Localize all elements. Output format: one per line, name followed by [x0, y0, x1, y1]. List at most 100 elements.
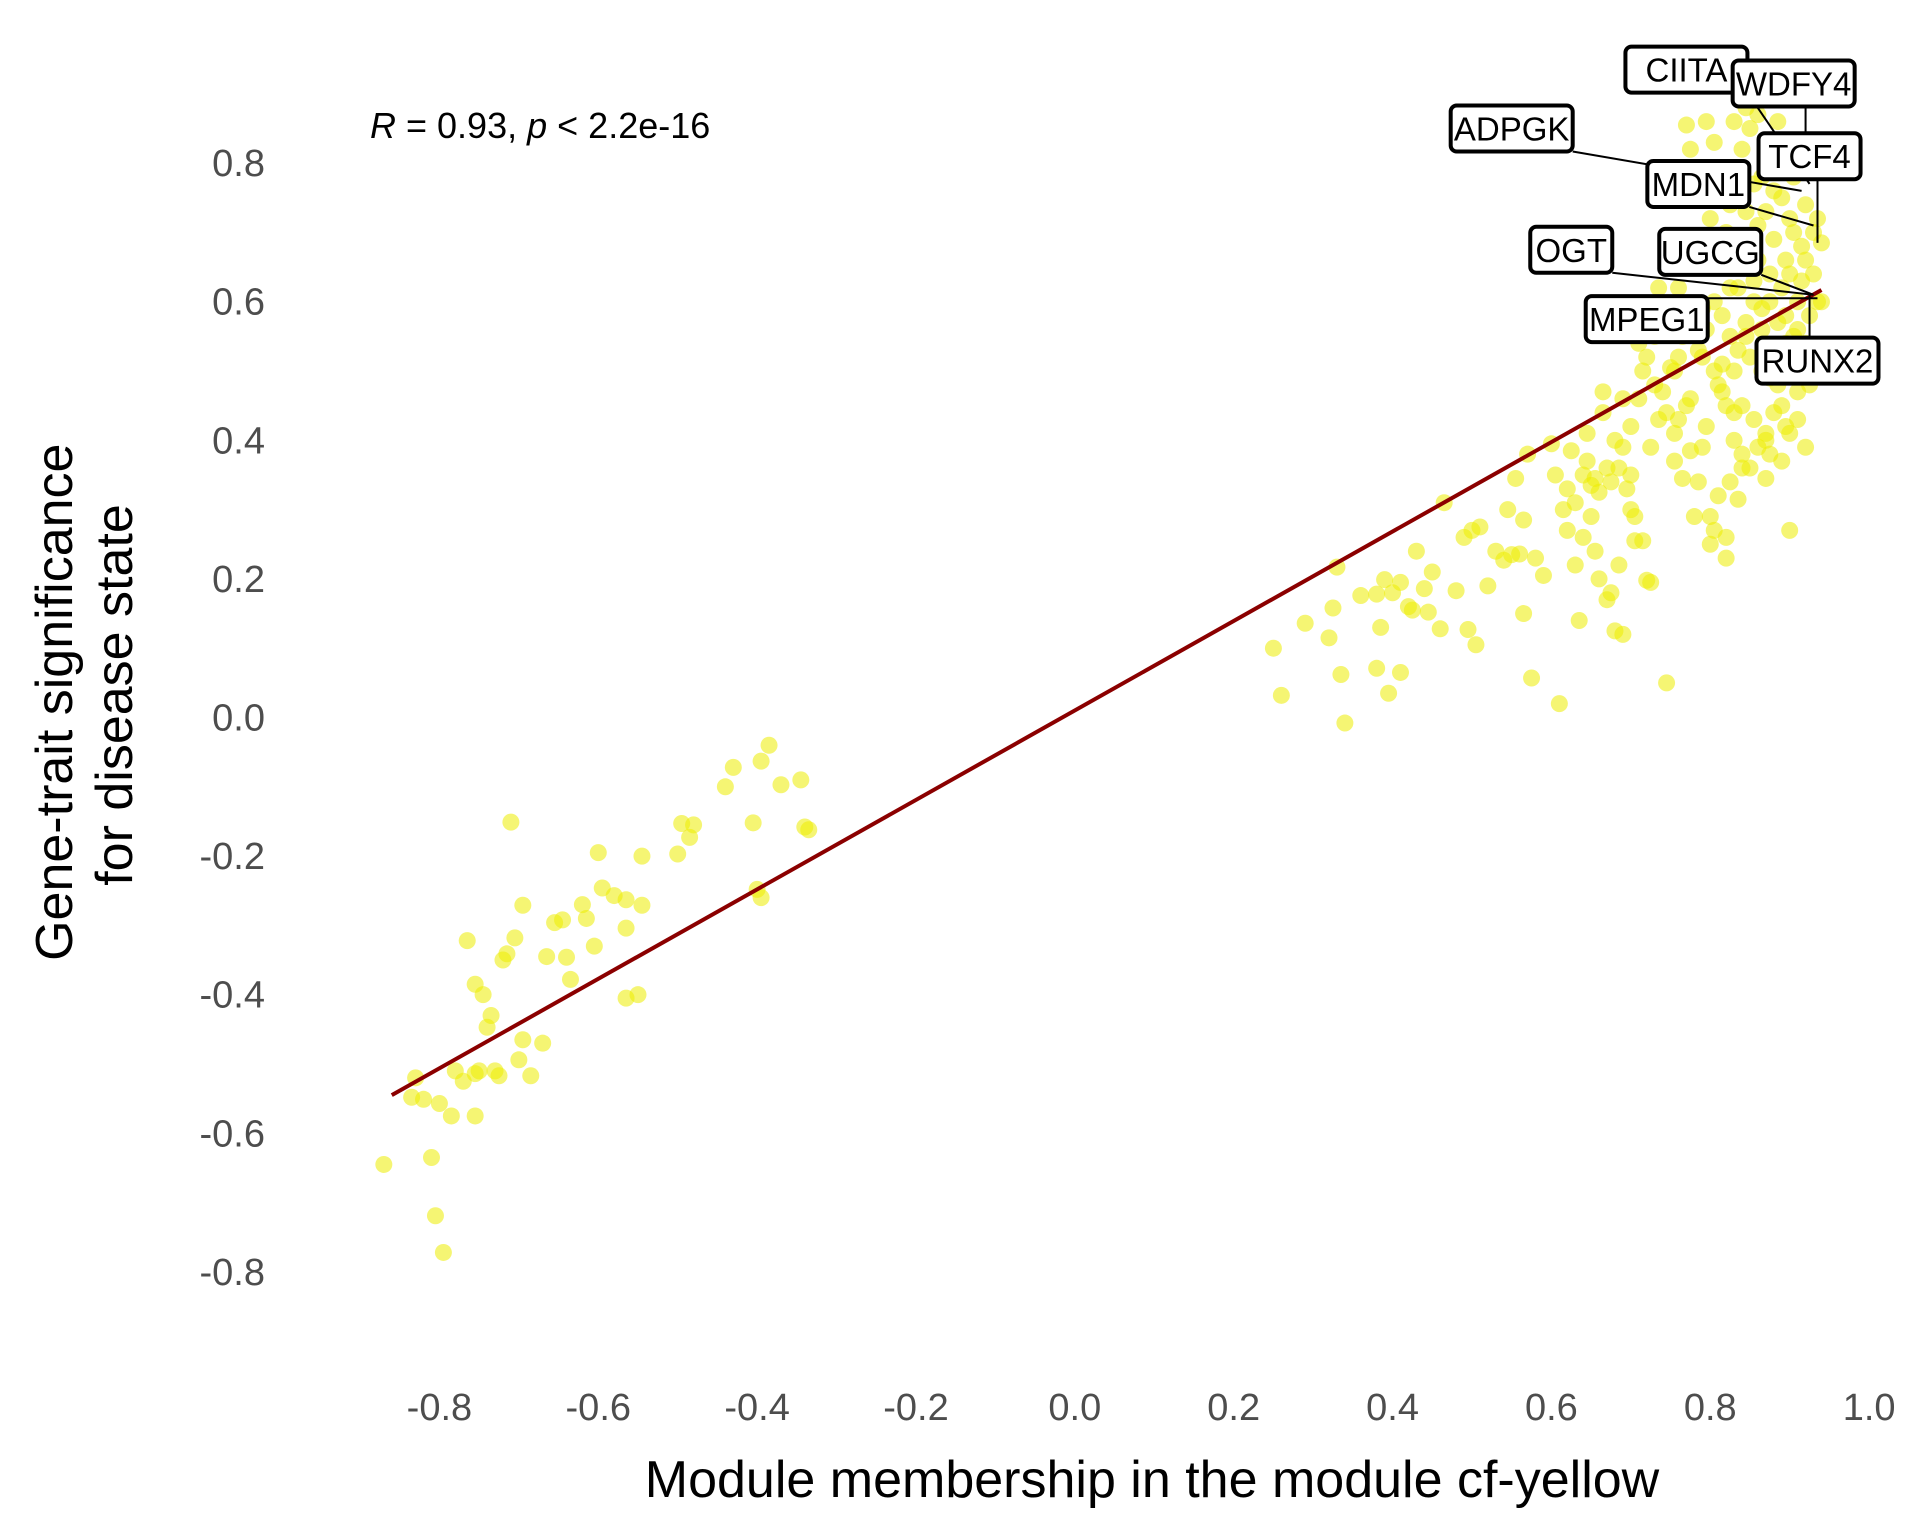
data-point-22 — [498, 945, 516, 963]
points-layer — [375, 99, 1830, 1261]
data-point-114 — [1574, 528, 1592, 546]
data-point-273 — [1669, 411, 1687, 429]
data-point-292 — [1717, 397, 1735, 415]
x-tick-label: 0.0 — [1048, 1387, 1101, 1429]
data-point-37 — [585, 937, 603, 955]
data-point-260 — [1745, 293, 1763, 311]
data-point-175 — [1721, 473, 1739, 491]
data-point-105 — [1534, 566, 1552, 584]
data-point-224 — [1677, 116, 1695, 134]
data-point-258 — [1729, 341, 1747, 359]
data-point-107 — [1546, 466, 1564, 484]
data-point-18 — [482, 1006, 500, 1024]
data-point-52 — [724, 758, 742, 776]
data-point-265 — [1669, 279, 1687, 297]
data-point-141 — [1642, 438, 1660, 456]
data-point-185 — [1741, 120, 1759, 138]
gene-label-wdfy4: WDFY4 — [1730, 58, 1857, 109]
x-tick-label: -0.4 — [724, 1387, 789, 1429]
data-point-122 — [1594, 383, 1612, 401]
data-point-142 — [1642, 573, 1660, 591]
data-point-72 — [1368, 659, 1386, 677]
data-point-138 — [1634, 532, 1652, 550]
data-point-153 — [1669, 348, 1687, 366]
data-point-101 — [1515, 605, 1533, 623]
data-point-26 — [514, 896, 532, 914]
data-point-4 — [422, 1149, 440, 1167]
data-point-253 — [1797, 251, 1815, 269]
data-point-65 — [1320, 629, 1338, 647]
data-point-164 — [1697, 417, 1715, 435]
data-point-55 — [752, 889, 770, 907]
gene-label-text: UGCG — [1661, 234, 1760, 271]
data-point-190 — [1749, 106, 1767, 124]
data-point-285 — [1757, 431, 1775, 449]
data-point-59 — [792, 771, 810, 789]
data-point-251 — [1789, 320, 1807, 338]
gene-label-box — [1657, 226, 1764, 277]
r-symbol: R — [370, 105, 396, 146]
x-axis-title: Module membership in the module cf-yello… — [645, 1451, 1660, 1509]
y-tick-label: 0.6 — [212, 282, 265, 324]
data-point-35 — [573, 896, 591, 914]
data-point-276 — [1606, 431, 1624, 449]
data-point-187 — [1745, 411, 1763, 429]
gene-label-text: MPEG1 — [1589, 301, 1705, 338]
data-point-108 — [1550, 695, 1568, 713]
data-point-25 — [510, 1051, 528, 1069]
gene-label-box — [1528, 224, 1615, 275]
gene-label-text: ADPGK — [1454, 111, 1570, 148]
gene-labels-layer: CIITA WDFY4 ADPGK TCF4 MDN1 OGT UGCG MPEG1 RUNX2 — [1448, 44, 1881, 386]
data-point-213 — [1797, 196, 1815, 214]
p-symbol: p — [526, 105, 547, 146]
gene-label-box — [1756, 131, 1863, 182]
data-point-149 — [1658, 674, 1676, 692]
gene-label-text: CIITA — [1645, 52, 1727, 89]
leader-ugcg — [1760, 273, 1814, 296]
data-point-272 — [1666, 424, 1684, 442]
data-point-283 — [1598, 459, 1616, 477]
gene-label-tcf4: TCF4 — [1756, 131, 1863, 182]
data-point-112 — [1566, 556, 1584, 574]
data-point-11 — [458, 932, 476, 950]
data-point-64 — [1296, 614, 1314, 632]
data-point-166 — [1701, 535, 1719, 553]
data-point-252 — [1793, 272, 1811, 290]
data-point-81 — [1407, 542, 1425, 560]
data-point-255 — [1705, 362, 1723, 380]
data-point-194 — [1757, 469, 1775, 487]
data-point-125 — [1602, 584, 1620, 602]
x-tick-label: -0.6 — [566, 1387, 631, 1429]
data-point-221 — [1812, 293, 1830, 311]
x-tick-label: 0.4 — [1366, 1387, 1419, 1429]
data-point-62 — [1264, 639, 1282, 657]
data-point-158 — [1681, 390, 1699, 408]
data-point-200 — [1769, 113, 1787, 131]
data-point-182 — [1733, 397, 1751, 415]
data-point-247 — [1773, 189, 1791, 207]
data-point-228 — [1697, 113, 1715, 131]
y-axis-title-line-2: for disease state — [86, 504, 144, 886]
data-point-257 — [1721, 279, 1739, 297]
data-point-50 — [685, 816, 703, 834]
data-point-116 — [1578, 452, 1596, 470]
gene-label-adpgk: ADPGK — [1448, 103, 1575, 154]
data-point-203 — [1777, 251, 1795, 269]
data-point-230 — [1705, 133, 1723, 151]
data-point-282 — [1586, 469, 1604, 487]
data-point-3 — [415, 1090, 433, 1108]
data-point-140 — [1638, 348, 1656, 366]
data-point-75 — [1380, 684, 1398, 702]
data-point-27 — [514, 1031, 532, 1049]
data-point-70 — [1352, 587, 1370, 605]
gene-label-text: OGT — [1536, 232, 1608, 269]
data-point-16 — [474, 986, 492, 1004]
data-point-85 — [1431, 620, 1449, 638]
data-point-66 — [1324, 599, 1342, 617]
data-point-47 — [669, 845, 687, 863]
y-tick-label: -0.8 — [200, 1252, 265, 1294]
data-point-15 — [470, 1062, 488, 1080]
y-axis-ticks: -0.8 -0.6 -0.4 -0.2 0.0 0.2 0.4 0.6 0.8 — [200, 143, 265, 1294]
